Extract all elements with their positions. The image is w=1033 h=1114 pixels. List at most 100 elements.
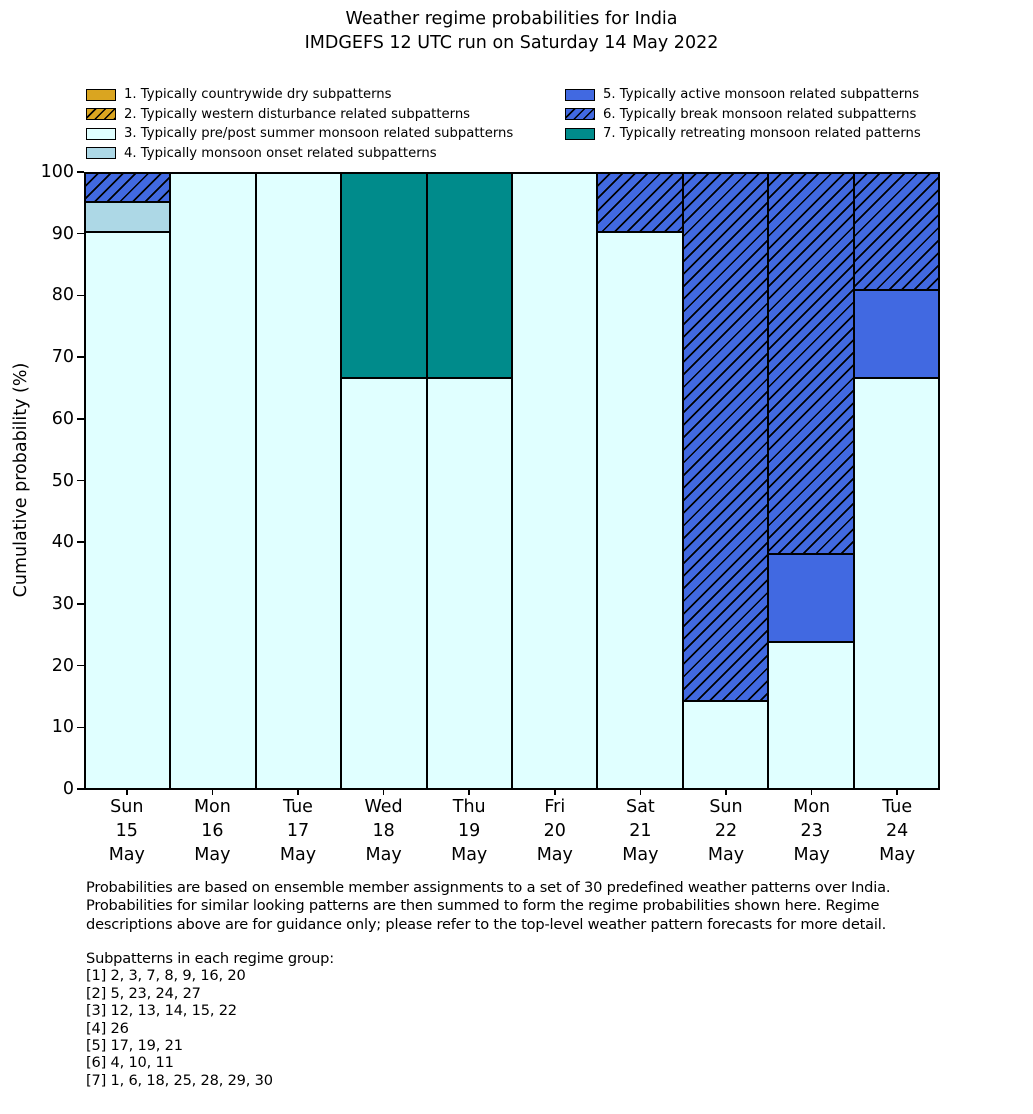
bar-sat-21-may bbox=[597, 173, 683, 789]
bar-segment-regime-3 bbox=[170, 173, 256, 789]
y-tick-label: 60 bbox=[51, 408, 74, 429]
subpatterns-heading: Subpatterns in each regime group: bbox=[86, 950, 334, 967]
x-tick-label: Tue 24 May bbox=[854, 796, 940, 867]
x-tick-label: Sat 21 May bbox=[598, 796, 684, 867]
subpatterns-block: Subpatterns in each regime group: [1] 2,… bbox=[86, 950, 334, 1089]
y-tick-mark bbox=[77, 418, 84, 420]
y-tick-mark bbox=[77, 356, 84, 358]
y-tick-label: 100 bbox=[40, 162, 74, 182]
bar-segment-regime-3 bbox=[255, 173, 342, 789]
bar-segment-regime-3 bbox=[426, 378, 512, 789]
footer-line: Probabilities are based on ensemble memb… bbox=[86, 879, 891, 896]
legend-item: 4. Typically monsoon onset related subpa… bbox=[86, 146, 437, 161]
y-tick-label: 20 bbox=[51, 655, 74, 676]
x-tick-mark bbox=[211, 790, 214, 795]
x-tick-label: Mon 23 May bbox=[769, 796, 855, 867]
x-tick-label-line: May bbox=[108, 844, 145, 865]
x-tick-label: Mon 16 May bbox=[170, 796, 256, 867]
x-tick-label: Fri 20 May bbox=[512, 796, 598, 867]
x-tick-label-line: Tue bbox=[882, 797, 913, 817]
bar-segment-regime-4 bbox=[85, 202, 171, 232]
y-tick-label: 50 bbox=[51, 470, 74, 491]
bar-segment-regime-6 bbox=[597, 173, 683, 232]
legend-item: 1. Typically countrywide dry subpatterns bbox=[86, 87, 392, 102]
x-tick-label-line: May bbox=[279, 844, 317, 865]
x-tick-label: Thu 19 May bbox=[426, 796, 512, 867]
bar-segment-regime-6 bbox=[85, 173, 171, 203]
y-tick-mark bbox=[77, 788, 84, 790]
y-tick-mark bbox=[77, 171, 84, 173]
x-tick-label-line: 21 bbox=[629, 820, 652, 841]
x-tick-label-line: Fri bbox=[544, 797, 566, 817]
chart-title-block: Weather regime probabilities for India I… bbox=[0, 7, 1023, 55]
y-tick-mark bbox=[77, 294, 84, 297]
x-tick-mark bbox=[126, 790, 128, 795]
subpattern-line: [5] 17, 19, 21 bbox=[86, 1037, 183, 1055]
x-tick-label-line: May bbox=[536, 844, 573, 865]
bar-segment-regime-6 bbox=[768, 173, 854, 555]
y-tick-mark bbox=[77, 232, 84, 235]
bar-segment-regime-6 bbox=[682, 173, 769, 701]
x-tick-label-line: May bbox=[365, 844, 402, 865]
legend-label-regime-6: 6. Typically break monsoon related subpa… bbox=[603, 106, 917, 122]
x-tick-label-line: 18 bbox=[372, 820, 395, 841]
bar-tue-24-may bbox=[853, 173, 939, 789]
bar-thu-19-may bbox=[426, 173, 512, 789]
bar-segment-regime-3 bbox=[85, 231, 171, 789]
y-tick-label: 90 bbox=[51, 223, 74, 244]
x-tick-label-line: May bbox=[793, 844, 830, 865]
legend-swatch-regime-7 bbox=[565, 127, 595, 140]
y-tick-mark bbox=[77, 726, 84, 729]
x-tick-label-line: May bbox=[879, 844, 916, 865]
x-tick-mark bbox=[810, 790, 813, 795]
y-tick-mark bbox=[77, 603, 84, 605]
legend-swatch-regime-2 bbox=[86, 108, 116, 121]
x-tick-label-line: May bbox=[622, 844, 659, 865]
x-tick-label: Sun 15 May bbox=[84, 796, 170, 867]
subpattern-line: [6] 4, 10, 11 bbox=[86, 1054, 174, 1072]
legend-label-regime-7: 7. Typically retreating monsoon related … bbox=[603, 126, 921, 142]
legend-item: 5. Typically active monsoon related subp… bbox=[565, 87, 919, 102]
x-tick-label-line: Sun bbox=[110, 797, 144, 817]
legend-item: 6. Typically break monsoon related subpa… bbox=[565, 107, 916, 122]
y-tick-label: 70 bbox=[51, 347, 74, 368]
x-tick-label-line: 24 bbox=[886, 820, 909, 841]
x-tick-label-line: May bbox=[194, 844, 231, 865]
bar-segment-regime-3 bbox=[682, 700, 769, 789]
x-tick-label-line: 22 bbox=[714, 820, 738, 841]
chart-subtitle: IMDGEFS 12 UTC run on Saturday 14 May 20… bbox=[304, 33, 719, 53]
x-tick-label-line: Mon bbox=[193, 797, 231, 817]
x-tick-mark bbox=[725, 790, 727, 795]
bar-fri-20-may bbox=[512, 173, 598, 789]
legend-label-regime-2: 2. Typically western disturbance related… bbox=[124, 106, 471, 122]
bar-segment-regime-5 bbox=[853, 290, 939, 379]
bar-sun-22-may bbox=[682, 173, 769, 789]
x-tick-mark bbox=[896, 790, 898, 795]
legend-label-regime-4: 4. Typically monsoon onset related subpa… bbox=[124, 145, 437, 161]
x-tick-mark bbox=[639, 790, 642, 795]
bar-mon-16-may bbox=[170, 173, 256, 789]
legend-swatch-regime-3 bbox=[86, 127, 116, 140]
x-tick-label: Sun 22 May bbox=[683, 796, 769, 867]
bar-segment-regime-3 bbox=[853, 378, 939, 789]
x-tick-label-line: 15 bbox=[115, 820, 138, 841]
subpattern-line: [2] 5, 23, 24, 27 bbox=[86, 984, 201, 1002]
footer-line: Probabilities for similar looking patter… bbox=[86, 897, 880, 915]
x-tick-label-line: 23 bbox=[800, 820, 823, 841]
x-tick-mark bbox=[382, 790, 385, 795]
y-tick-label: 0 bbox=[62, 779, 74, 799]
x-tick-label-line: Sat bbox=[626, 797, 655, 817]
x-tick-label-line: Wed bbox=[364, 797, 403, 817]
bar-tue-17-may bbox=[255, 173, 342, 789]
legend-item: 7. Typically retreating monsoon related … bbox=[565, 126, 921, 141]
y-tick-label: 80 bbox=[51, 285, 74, 306]
x-tick-label-line: 16 bbox=[201, 820, 224, 841]
x-tick-label: Wed 18 May bbox=[341, 796, 427, 867]
x-tick-label-line: May bbox=[451, 844, 488, 865]
legend-item: 2. Typically western disturbance related… bbox=[86, 107, 470, 122]
x-tick-label-line: Mon bbox=[793, 797, 831, 817]
bar-segment-regime-3 bbox=[341, 378, 427, 789]
subpattern-line: [3] 12, 13, 14, 15, 22 bbox=[86, 1002, 237, 1020]
x-tick-label-line: Thu bbox=[452, 797, 486, 817]
footer-note: Probabilities are based on ensemble memb… bbox=[86, 879, 890, 934]
